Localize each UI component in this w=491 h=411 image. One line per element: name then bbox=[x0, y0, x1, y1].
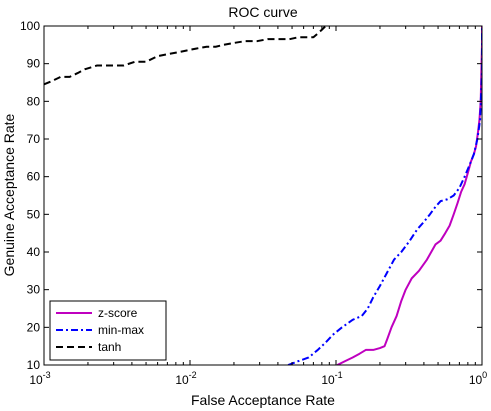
y-tick-label: 40 bbox=[27, 245, 41, 259]
y-tick-label: 80 bbox=[27, 94, 41, 108]
y-tick-label: 70 bbox=[27, 132, 41, 146]
x-axis: 10-3 10-2 10-1 100 bbox=[29, 26, 487, 387]
y-tick-label: 100 bbox=[20, 19, 40, 33]
y-tick-label: 10 bbox=[27, 358, 41, 372]
legend-label-tanh: tanh bbox=[98, 340, 121, 354]
x-tick-label: 100 bbox=[469, 370, 487, 387]
plot-frame bbox=[43, 25, 483, 366]
x-axis-label: False Acceptance Rate bbox=[191, 392, 335, 408]
y-tick-label: 30 bbox=[27, 283, 41, 297]
y-tick-label: 20 bbox=[27, 320, 41, 334]
x-tick-label: 10-3 bbox=[29, 370, 50, 387]
legend-box bbox=[49, 300, 167, 361]
chart-title: ROC curve bbox=[228, 4, 297, 20]
y-axis: 10 20 30 40 50 60 70 80 90 100 bbox=[20, 19, 482, 372]
series-line-tanh bbox=[44, 26, 327, 86]
y-tick-label: 60 bbox=[27, 170, 41, 184]
y-tick-label: 90 bbox=[27, 57, 41, 71]
x-tick-label: 10-2 bbox=[175, 370, 196, 387]
y-tick-label: 50 bbox=[27, 207, 41, 221]
y-axis-label: Genuine Acceptance Rate bbox=[1, 113, 17, 276]
legend-label-z-score: z-score bbox=[98, 306, 138, 320]
x-tick-label: 10-1 bbox=[321, 370, 342, 387]
legend-label-min-max: min-max bbox=[98, 323, 144, 337]
legend: z-score min-max tanh bbox=[49, 300, 167, 361]
